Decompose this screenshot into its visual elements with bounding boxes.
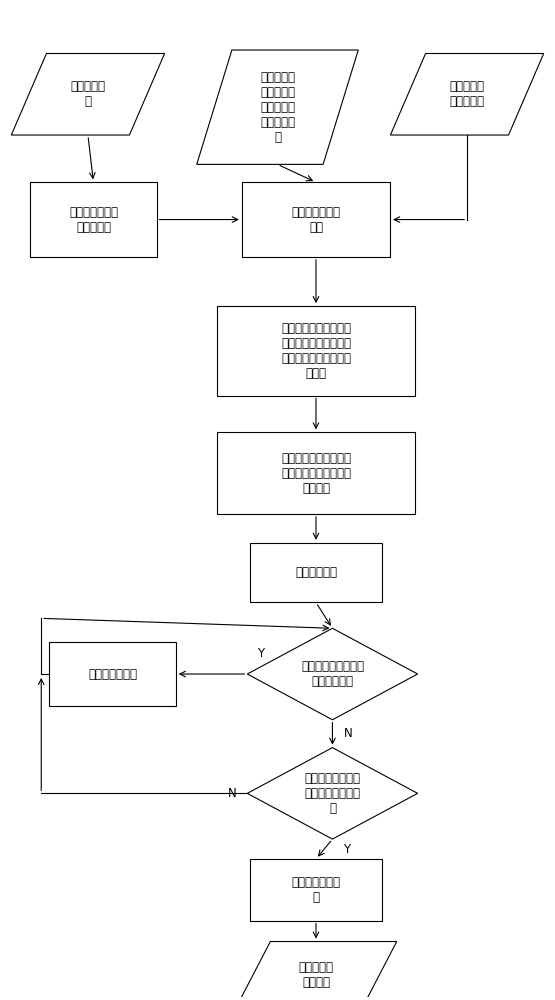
Text: 设置机器人的工具坐标
系与工作对象的用户坐
标系数据: 设置机器人的工具坐标 系与工作对象的用户坐 标系数据 (281, 452, 351, 495)
Polygon shape (248, 748, 417, 839)
Text: N: N (344, 727, 352, 740)
Bar (242, 182, 390, 257)
Polygon shape (11, 53, 165, 135)
Bar (250, 543, 382, 602)
Text: Y: Y (258, 647, 265, 660)
Text: 将机器人工作对象的笛
卡儿坐标系路径数据转
换成机器人关节坐标路
径数据: 将机器人工作对象的笛 卡儿坐标系路径数据转 换成机器人关节坐标路 径数据 (281, 322, 351, 380)
Text: 运动路径仿真: 运动路径仿真 (295, 566, 337, 579)
Text: 笛卡儿坐标系路
径数据译码: 笛卡儿坐标系路 径数据译码 (69, 206, 118, 234)
Polygon shape (390, 53, 544, 135)
Text: 机器人三维虚拟
环境: 机器人三维虚拟 环境 (291, 206, 340, 234)
Text: N: N (228, 787, 236, 800)
Bar (217, 306, 415, 396)
Text: 检测机器人运动仿真
路径是否异常: 检测机器人运动仿真 路径是否异常 (301, 660, 364, 688)
Text: 机器人运动
学约束数据: 机器人运动 学约束数据 (450, 80, 485, 108)
Bar (250, 859, 382, 921)
Polygon shape (235, 942, 397, 1000)
Bar (217, 432, 415, 514)
Text: 检测运动仿真路径
安全性是否满足要
求: 检测运动仿真路径 安全性是否满足要 求 (305, 772, 360, 815)
Text: 机器人运动
路径程序: 机器人运动 路径程序 (299, 961, 334, 989)
Text: 机器人程序后处
理: 机器人程序后处 理 (291, 876, 340, 904)
Bar (49, 642, 176, 706)
Polygon shape (248, 628, 417, 720)
Text: 数控代码文
件: 数控代码文 件 (70, 80, 105, 108)
Text: Y: Y (344, 843, 351, 856)
Bar (31, 182, 157, 257)
Text: 机器人及工
装三维数据
模型、工作
对象三维模
型: 机器人及工 装三维数据 模型、工作 对象三维模 型 (260, 71, 295, 144)
Polygon shape (196, 50, 359, 164)
Text: 路径编辑与修改: 路径编辑与修改 (88, 668, 137, 681)
